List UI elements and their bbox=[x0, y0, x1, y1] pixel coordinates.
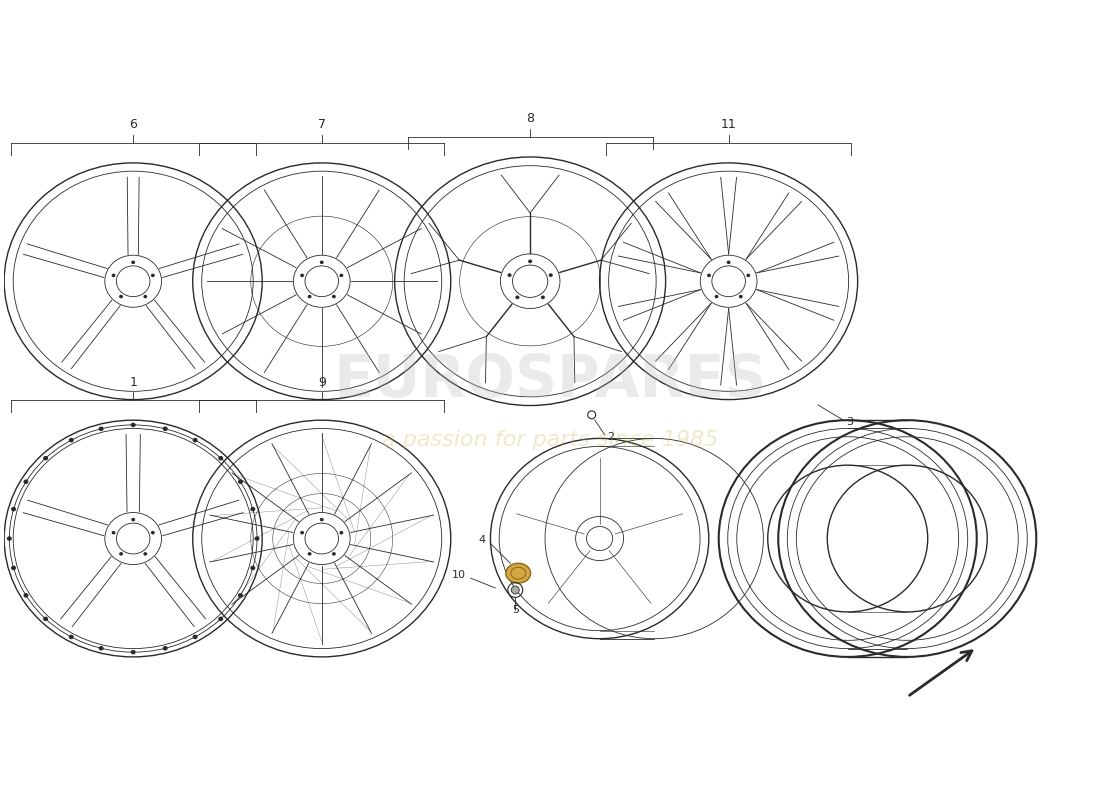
Text: a passion for parts since 1985: a passion for parts since 1985 bbox=[382, 430, 718, 450]
Ellipse shape bbox=[111, 531, 116, 534]
Ellipse shape bbox=[7, 536, 12, 541]
Ellipse shape bbox=[506, 563, 530, 583]
Ellipse shape bbox=[192, 438, 198, 442]
Ellipse shape bbox=[131, 261, 135, 264]
Ellipse shape bbox=[218, 456, 223, 461]
Ellipse shape bbox=[151, 274, 155, 277]
Ellipse shape bbox=[69, 634, 74, 639]
Text: 2: 2 bbox=[607, 431, 615, 442]
Ellipse shape bbox=[320, 261, 323, 264]
Ellipse shape bbox=[308, 294, 311, 298]
Ellipse shape bbox=[218, 617, 223, 621]
Ellipse shape bbox=[254, 536, 260, 541]
Text: 9: 9 bbox=[318, 375, 326, 389]
Text: 1: 1 bbox=[129, 375, 138, 389]
Ellipse shape bbox=[131, 422, 135, 427]
Ellipse shape bbox=[131, 650, 135, 654]
Ellipse shape bbox=[340, 531, 343, 534]
Ellipse shape bbox=[119, 294, 123, 298]
Ellipse shape bbox=[238, 479, 243, 484]
Ellipse shape bbox=[332, 552, 336, 556]
Ellipse shape bbox=[99, 646, 103, 650]
Ellipse shape bbox=[11, 566, 16, 570]
Ellipse shape bbox=[99, 426, 103, 431]
Text: 4: 4 bbox=[478, 535, 485, 546]
Ellipse shape bbox=[516, 295, 519, 299]
Text: 10: 10 bbox=[452, 570, 465, 580]
Text: EUROSPARES: EUROSPARES bbox=[333, 352, 767, 409]
Ellipse shape bbox=[111, 274, 116, 277]
Ellipse shape bbox=[151, 531, 155, 534]
Ellipse shape bbox=[143, 552, 147, 556]
Ellipse shape bbox=[340, 274, 343, 277]
Ellipse shape bbox=[727, 261, 730, 264]
Ellipse shape bbox=[163, 646, 167, 650]
Ellipse shape bbox=[69, 438, 74, 442]
Text: 11: 11 bbox=[720, 118, 737, 131]
Ellipse shape bbox=[163, 426, 167, 431]
Ellipse shape bbox=[11, 507, 16, 511]
Ellipse shape bbox=[143, 294, 147, 298]
Ellipse shape bbox=[43, 456, 48, 461]
Text: 8: 8 bbox=[526, 112, 535, 126]
Ellipse shape bbox=[192, 634, 198, 639]
Ellipse shape bbox=[119, 552, 123, 556]
Ellipse shape bbox=[528, 259, 532, 263]
Ellipse shape bbox=[507, 274, 512, 277]
Ellipse shape bbox=[23, 593, 29, 598]
Text: 3: 3 bbox=[846, 417, 852, 426]
Ellipse shape bbox=[739, 294, 742, 298]
Text: 7: 7 bbox=[318, 118, 326, 131]
Ellipse shape bbox=[300, 274, 304, 277]
Ellipse shape bbox=[707, 274, 711, 277]
Ellipse shape bbox=[238, 593, 243, 598]
Ellipse shape bbox=[251, 507, 255, 511]
Text: 5: 5 bbox=[512, 605, 519, 614]
Ellipse shape bbox=[549, 274, 553, 277]
Ellipse shape bbox=[300, 531, 304, 534]
Ellipse shape bbox=[715, 294, 718, 298]
Ellipse shape bbox=[746, 274, 750, 277]
Ellipse shape bbox=[23, 479, 29, 484]
Ellipse shape bbox=[512, 586, 519, 594]
Ellipse shape bbox=[43, 617, 48, 621]
Ellipse shape bbox=[308, 552, 311, 556]
Text: 6: 6 bbox=[129, 118, 138, 131]
Ellipse shape bbox=[131, 518, 135, 522]
Ellipse shape bbox=[251, 566, 255, 570]
Ellipse shape bbox=[320, 518, 323, 522]
Ellipse shape bbox=[332, 294, 336, 298]
Ellipse shape bbox=[541, 295, 544, 299]
